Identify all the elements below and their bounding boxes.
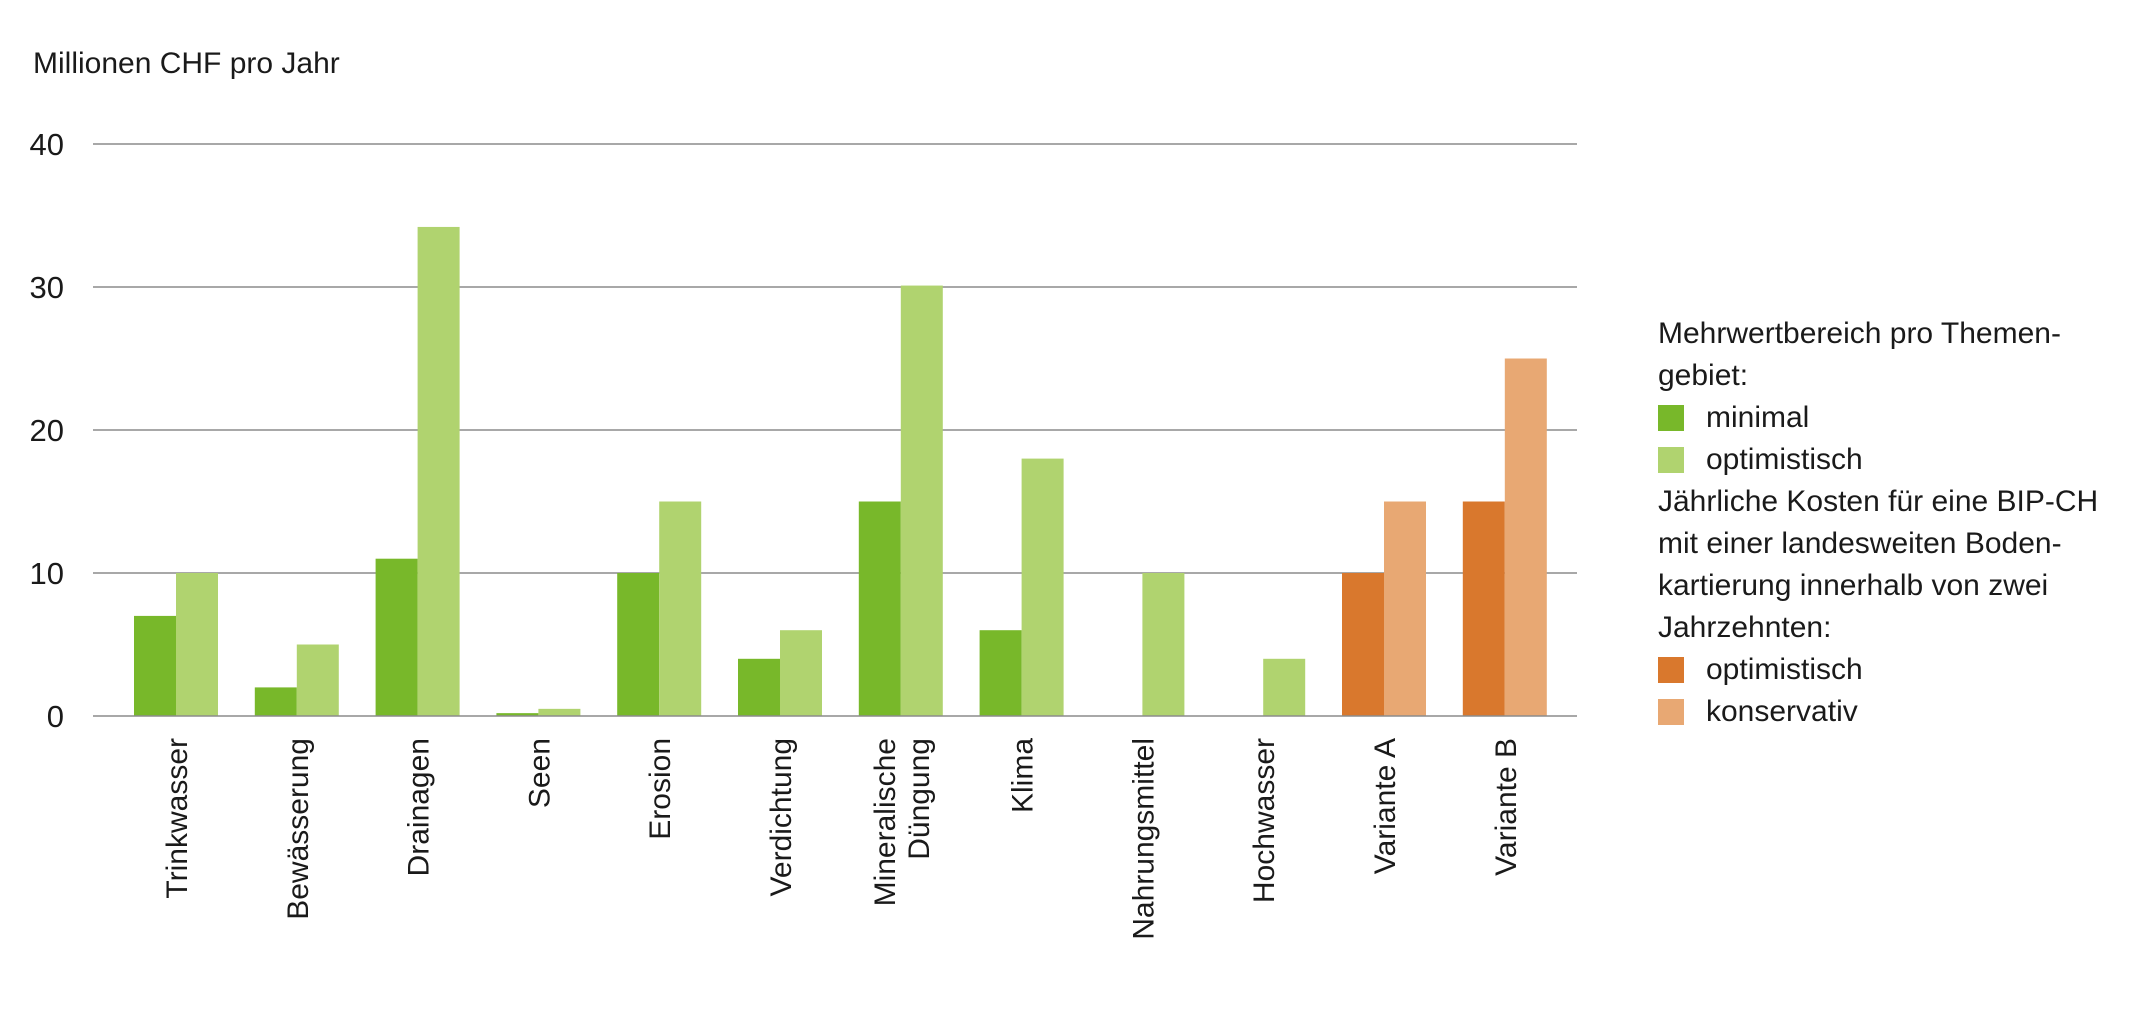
bar [134, 615, 176, 716]
y-tick-label: 0 [47, 699, 64, 734]
legend-item-optimistic-cost: optimistisch [1658, 649, 2128, 691]
y-tick-label: 40 [30, 127, 64, 162]
legend-heading-annual-costs: Jährliche Kosten für eine BIP-CH mit ein… [1658, 485, 2099, 644]
y-tick-label: 20 [30, 413, 64, 448]
bar [375, 558, 418, 716]
x-tick-label-line: Bewässerung [282, 738, 315, 920]
x-tick-label-line: Hochwasser [1248, 738, 1281, 903]
legend-label-optimistic-value: optimistisch [1706, 443, 1863, 476]
x-tick-label-line: Düngung [903, 738, 936, 860]
bar [1142, 573, 1185, 716]
x-tick-label: Mineralische Düngung [869, 738, 936, 906]
x-tick-label-line: Drainagen [403, 738, 436, 876]
legend-swatch-optimistic-value [1658, 447, 1684, 473]
legend-label-conservative-cost: konservativ [1706, 695, 1858, 728]
x-tick-label: Variante A [1369, 738, 1402, 874]
bar [900, 285, 943, 716]
bar [780, 630, 822, 716]
bar [1462, 501, 1505, 716]
legend-item-minimal: minimal [1658, 397, 2128, 439]
bar [979, 630, 1022, 716]
bar [176, 573, 218, 716]
legend: Mehrwertbereich pro Themen-gebiet: minim… [1658, 313, 2128, 733]
bar [1342, 573, 1384, 716]
x-tick-labels: Trinkwasser Bewässerung Drainagen Seen Erosi… [161, 738, 1523, 940]
bar [1263, 658, 1306, 716]
y-tick-labels: 0 10 20 30 40 [30, 127, 64, 734]
x-tick-label: Drainagen [403, 738, 436, 876]
bar [254, 687, 297, 716]
legend-swatch-optimistic-cost [1658, 657, 1684, 683]
bar [296, 644, 339, 716]
x-tick-label-line: Variante B [1490, 738, 1523, 876]
x-tick-label: Bewässerung [282, 738, 315, 920]
bars [134, 226, 1547, 716]
bar [617, 573, 660, 716]
x-tick-label-line: Klima [1007, 738, 1040, 813]
legend-heading-value-range: Mehrwertbereich pro Themen-gebiet: [1658, 317, 2061, 392]
bar [1021, 458, 1064, 716]
x-tick-label-line: Mineralische [869, 738, 902, 906]
y-tick-label: 30 [30, 270, 64, 305]
bar [417, 226, 460, 716]
x-tick-label-line: Erosion [644, 738, 677, 840]
legend-label-minimal: minimal [1706, 401, 1810, 434]
x-tick-label-line: Verdichtung [765, 738, 798, 896]
grid-lines [93, 143, 1577, 574]
y-axis-unit-label: Millionen CHF pro Jahr [33, 47, 340, 80]
bar [496, 713, 539, 716]
bar [659, 501, 702, 716]
bar [738, 658, 780, 716]
x-tick-label: Verdichtung [765, 738, 798, 896]
x-tick-label-line: Trinkwasser [161, 738, 194, 899]
bar [538, 708, 581, 716]
y-tick-label: 10 [30, 556, 64, 591]
legend-label-optimistic-cost: optimistisch [1706, 653, 1863, 686]
legend-swatch-conservative-cost [1658, 699, 1684, 725]
bar [858, 501, 901, 716]
x-tick-label: Hochwasser [1248, 738, 1281, 903]
bar [1504, 358, 1547, 716]
x-tick-label: Seen [523, 738, 556, 808]
x-tick-label: Variante B [1490, 738, 1523, 876]
legend-item-conservative-cost: konservativ [1658, 691, 2128, 733]
x-tick-label-line: Seen [523, 738, 556, 808]
legend-item-optimistic-value: optimistisch [1658, 439, 2128, 481]
bar [1384, 501, 1426, 716]
x-tick-label: Klima [1007, 738, 1040, 813]
x-tick-label: Erosion [644, 738, 677, 840]
legend-swatch-minimal [1658, 405, 1684, 431]
x-tick-label-line: Nahrungsmittel [1127, 738, 1160, 940]
x-tick-label-line: Variante A [1369, 738, 1402, 874]
x-tick-label: Nahrungsmittel [1127, 738, 1160, 940]
x-tick-label: Trinkwasser [161, 738, 194, 899]
